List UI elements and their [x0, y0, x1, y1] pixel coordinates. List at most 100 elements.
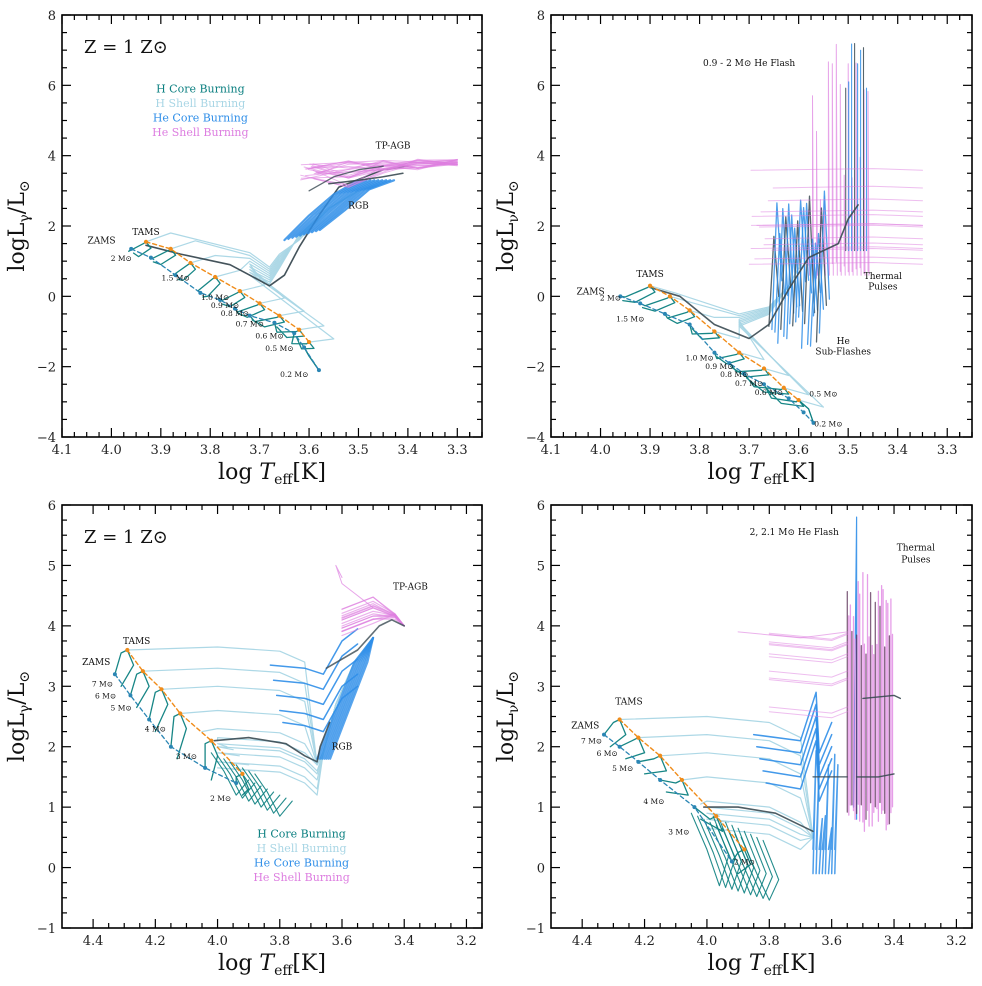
y-axis-title-part: /L: [494, 682, 519, 704]
h-core-burning-track: [217, 755, 256, 799]
agb-reference-track: [862, 694, 901, 700]
he-shell-burning-track: [768, 679, 848, 687]
mass-label: 7 M⊙: [581, 737, 602, 746]
annotation-label: RGB: [348, 201, 369, 211]
thermal-pulse-track: [763, 242, 923, 246]
h-core-burning-track: [248, 770, 287, 814]
y-axis-title-part: ⊙: [17, 671, 33, 683]
mass-label: 2 M⊙: [600, 294, 621, 303]
mass-label: 1.0 M⊙: [201, 293, 229, 302]
he-sub-flash-track: [803, 195, 816, 325]
he-core-burning-track: [752, 691, 833, 754]
zams-point: [761, 382, 766, 387]
y-tick-label: 2: [48, 741, 56, 756]
x-tick-label: 3.7: [249, 443, 270, 458]
he-core-burning-track: [318, 179, 396, 231]
he-core-burning-track: [295, 179, 372, 238]
x-axis-title-part: log: [708, 460, 749, 485]
y-tick-label: −1: [526, 922, 545, 937]
h-core-burning-track: [618, 736, 646, 760]
y-tick-label: 2: [537, 741, 545, 756]
annotation-label: Pulses: [868, 282, 898, 292]
thermal-pulse-track: [750, 168, 923, 171]
mass-label: 1.0 M⊙: [685, 354, 713, 363]
y-axis-title: logLγ/L⊙: [5, 180, 33, 271]
thermal-pulse-track: [750, 246, 923, 249]
y-tick-label: 6: [537, 79, 545, 94]
he-core-burning-track: [815, 765, 820, 875]
he-core-burning-track: [272, 643, 359, 691]
y-axis-title: logLν/L⊙: [494, 180, 522, 271]
mass-label: 2 M⊙: [734, 858, 755, 867]
x-tick-label: 3.3: [937, 443, 958, 458]
mass-label: 0.5 M⊙: [809, 390, 837, 399]
agb-reference-track: [308, 165, 384, 192]
y-axis-title-part: ⊙: [506, 180, 522, 192]
zams-point: [712, 350, 717, 355]
he-core-burning-track: [269, 628, 359, 675]
agb-reference-track: [328, 172, 404, 185]
tams-point: [796, 397, 801, 403]
tams-point: [714, 814, 719, 819]
annotation-label: Sub-Flashes: [815, 347, 871, 357]
he-flash-spike: [843, 174, 846, 276]
tams-point: [168, 246, 173, 251]
y-tick-label: 5: [537, 559, 545, 574]
x-tick-label: 3.8: [200, 443, 221, 458]
y-axis-title-part: ⊙: [506, 671, 522, 683]
tams-line: [618, 718, 745, 851]
tams-point: [742, 847, 747, 852]
tams-point: [277, 313, 282, 318]
he-core-burning-track: [303, 179, 380, 236]
mass-label: 4 M⊙: [145, 725, 166, 734]
x-tick-label: 3.3: [447, 443, 468, 458]
annotation-label: He: [837, 337, 850, 347]
tams-point: [306, 339, 312, 345]
x-axis-title-part: log: [218, 460, 259, 485]
y-axis-title-part: γ: [17, 214, 33, 222]
he-shell-burning-track: [768, 706, 848, 714]
zams-point: [687, 322, 692, 327]
annotation-label: TAMS: [615, 697, 642, 707]
x-tick-label: 3.9: [150, 443, 171, 458]
he-flash-spike: [816, 130, 818, 279]
zams-point: [218, 297, 223, 302]
h-core-burning-track: [150, 248, 177, 266]
h-core-burning-track: [740, 836, 780, 901]
h-core-burning-track: [659, 779, 689, 796]
he-core-burning-track: [275, 658, 359, 706]
h-core-burning-track: [223, 758, 262, 802]
zams-point: [302, 345, 307, 350]
thermal-pulse-track: [758, 224, 923, 228]
y-axis-title: logLν/L⊙: [494, 671, 522, 762]
x-tick-label: 4.0: [697, 934, 718, 949]
he-core-burning-track: [812, 750, 817, 875]
zams-point: [168, 744, 173, 749]
zams-point: [247, 313, 252, 318]
h-core-burning-track: [619, 285, 656, 303]
mass-label: 0.6 M⊙: [255, 332, 283, 341]
x-tick-label: 3.7: [739, 443, 760, 458]
h-core-burning-track: [734, 833, 773, 899]
zams-point: [128, 693, 133, 698]
legend-entry: He Core Burning: [153, 111, 248, 124]
h-core-burning-track: [639, 295, 676, 312]
he-shell-burning-track: [768, 644, 848, 652]
mass-label: 1.5 M⊙: [616, 315, 644, 324]
h-shell-burning-track: [659, 752, 814, 838]
h-core-burning-track: [129, 670, 150, 709]
thermal-pulse-track: [748, 262, 923, 265]
legend-entry: H Shell Burning: [257, 842, 347, 855]
zams-point: [129, 246, 134, 251]
thermal-pulse-track: [771, 248, 923, 251]
mass-label: 1.5 M⊙: [162, 274, 190, 283]
he-core-burning-track: [299, 179, 376, 237]
he-shell-burning-track: [768, 711, 848, 719]
tams-point: [237, 288, 242, 294]
he-shell-burning-track: [768, 677, 848, 685]
tams-point: [679, 777, 685, 783]
he-shell-burning-track: [737, 631, 848, 639]
tams-point: [647, 283, 653, 288]
